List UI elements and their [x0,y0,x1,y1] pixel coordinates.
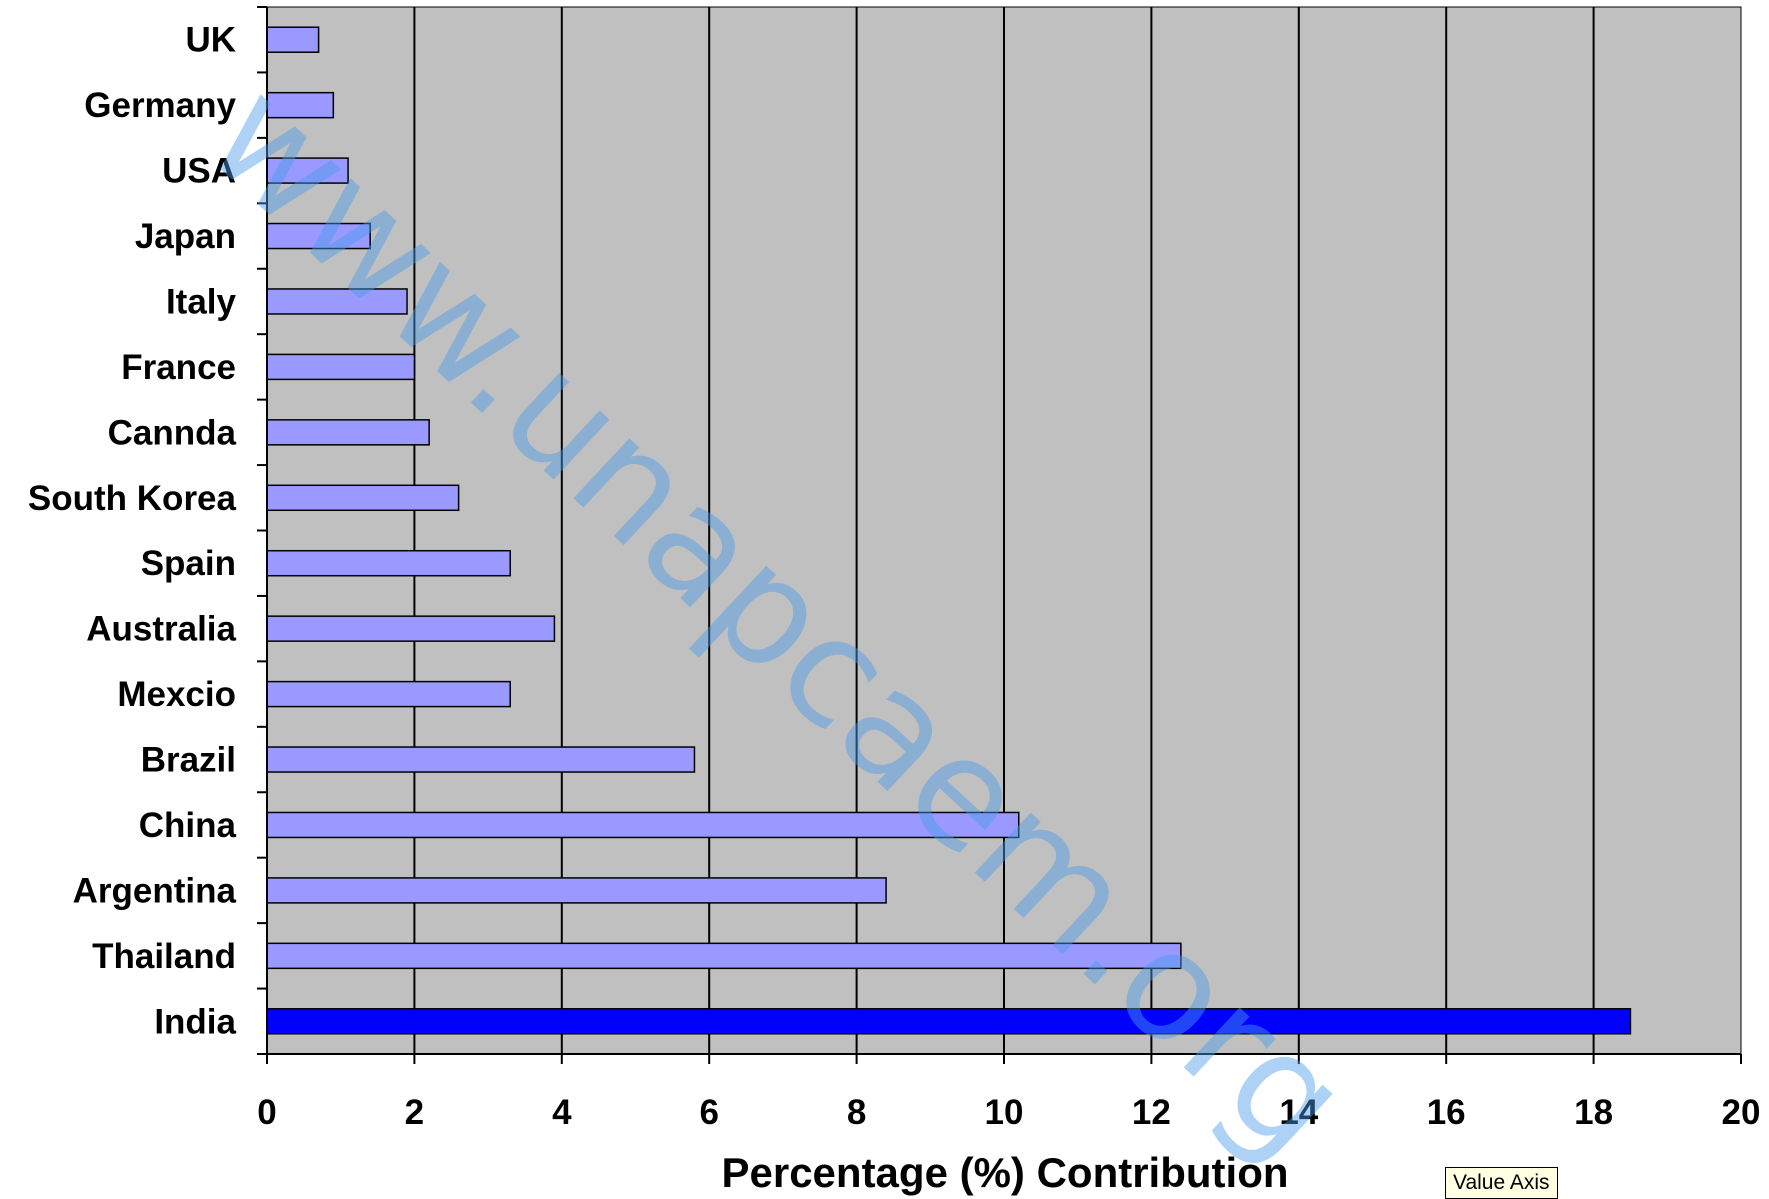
category-labels: UK Germany USA Japan Italy France Cannda South … [28,21,237,1042]
category-label-australia: Australia [86,610,236,649]
bar-south-korea[interactable] [266,484,460,512]
x-tick-labels: 0 2 4 6 8 10 12 14 16 18 20 [257,1093,1760,1132]
x-tick-label-8: 8 [847,1093,866,1132]
category-label-france: France [121,348,236,387]
bar-china[interactable] [266,811,1020,839]
x-tick-label-2: 2 [405,1093,424,1132]
bar-india[interactable] [266,1008,1632,1035]
category-label-south-korea: South Korea [28,479,237,518]
x-tick-label-0: 0 [257,1093,276,1132]
x-tick-label-16: 16 [1427,1093,1466,1132]
bar-spain[interactable] [266,549,511,577]
x-tick-label-14: 14 [1279,1093,1318,1132]
axes [257,6,1742,1064]
bar-germany[interactable] [266,91,335,119]
bar-argentina[interactable] [266,877,887,904]
category-label-uk: UK [185,21,236,60]
bar-uk[interactable] [266,26,320,53]
category-label-thailand: Thailand [92,937,236,976]
x-tick-label-20: 20 [1722,1093,1761,1132]
bars [266,26,1632,1035]
value-axis-tooltip: Value Axis [1445,1167,1558,1199]
bar-usa[interactable] [266,157,349,184]
category-label-italy: Italy [166,282,237,321]
category-label-brazil: Brazil [141,741,236,780]
x-tick-label-6: 6 [699,1093,718,1132]
x-tick-label-18: 18 [1574,1093,1613,1132]
category-label-argentina: Argentina [73,871,237,910]
x-tick-label-12: 12 [1132,1093,1171,1132]
bar-japan[interactable] [266,222,371,250]
category-label-cannda: Cannda [108,413,237,452]
bar-italy[interactable] [266,288,408,315]
bar-mexcio[interactable] [266,680,511,708]
category-label-china: China [139,806,237,845]
x-axis-title: Percentage (%) Contribution [721,1149,1288,1196]
category-label-india: India [154,1002,236,1041]
category-label-spain: Spain [141,544,236,583]
category-label-germany: Germany [84,86,236,125]
x-tick-label-10: 10 [985,1093,1024,1132]
category-label-usa: USA [162,152,236,191]
bar-cannda[interactable] [266,419,430,446]
category-label-mexcio: Mexcio [117,675,236,714]
bar-australia[interactable] [266,615,556,642]
bar-france[interactable] [266,353,416,381]
bar-brazil[interactable] [266,746,696,773]
x-tick-label-4: 4 [552,1093,572,1132]
category-label-japan: Japan [135,217,236,256]
